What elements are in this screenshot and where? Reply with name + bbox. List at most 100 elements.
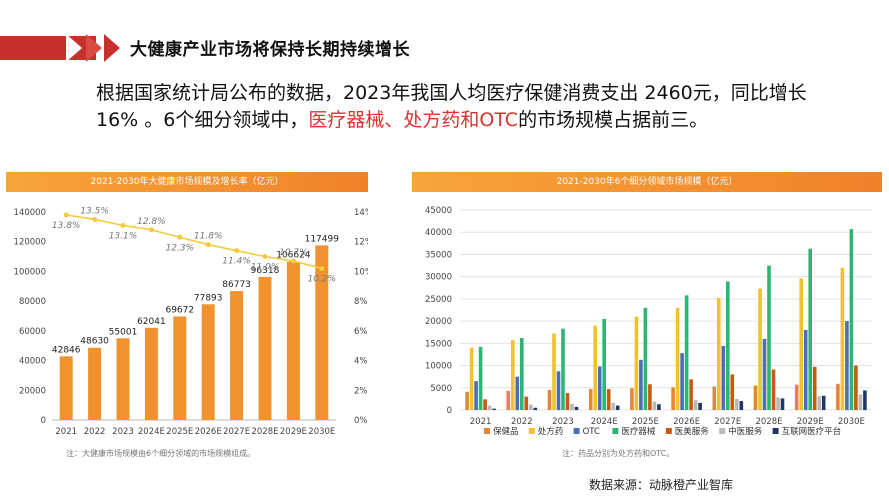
- legend-swatch: [719, 428, 726, 434]
- bar-value-label: 55001: [109, 327, 138, 337]
- bar: [799, 278, 803, 410]
- x-tick-label: 2026E: [673, 417, 700, 427]
- y2-tick-label: 4%: [354, 357, 368, 367]
- x-tick-label: 2022: [84, 427, 106, 437]
- bar: [858, 394, 863, 410]
- lead-text: 根据国家统计局公布的数据，2023年我国人均医疗保健消费支出 2460元，同比增…: [96, 82, 807, 131]
- growth-rate-point: [148, 227, 154, 233]
- bar: [639, 359, 643, 410]
- bar: [730, 374, 735, 410]
- growth-rate-point: [262, 254, 268, 260]
- right-chart-title: 2021-2030年6个细分领域市场规模（亿元）: [412, 172, 882, 192]
- bar: [173, 316, 187, 420]
- bar: [817, 396, 821, 410]
- legend-swatch: [484, 428, 490, 434]
- chevron-right-icon: [66, 34, 82, 62]
- bar: [652, 401, 657, 410]
- segment-size-chart: 0 5000 10000 15000 20000 25000 30000 35000 40000…: [425, 206, 872, 437]
- bar: [515, 376, 520, 410]
- y-tick-label: 35000: [425, 250, 452, 260]
- bar: [762, 338, 767, 410]
- legend-label: 中医服务: [728, 426, 763, 437]
- bar: [758, 288, 762, 410]
- page-title: 大健康产业市场将保持长期持续增长: [130, 40, 410, 60]
- growth-rate-label: 12.8%: [137, 217, 166, 227]
- growth-rate-point: [177, 234, 183, 240]
- bar: [588, 389, 593, 410]
- y-tick-label: 80000: [19, 297, 46, 307]
- section-header: 大健康产业市场将保持长期持续增长: [0, 28, 889, 68]
- bar: [808, 248, 812, 410]
- bar: [201, 304, 215, 420]
- bar: [753, 385, 758, 410]
- growth-rate-point: [120, 222, 126, 228]
- bar: [849, 229, 854, 410]
- growth-rate-label: 11.8%: [194, 232, 223, 242]
- bar: [794, 384, 799, 410]
- bar: [520, 338, 524, 410]
- bar: [570, 403, 574, 410]
- growth-rate-label: 13.1%: [109, 231, 138, 241]
- bar: [693, 400, 698, 410]
- bar: [671, 387, 675, 410]
- legend-swatch: [528, 428, 535, 434]
- bar: [634, 316, 639, 410]
- growth-rate-point: [92, 216, 98, 222]
- y-tick-label: 25000: [425, 295, 452, 305]
- legend-label: 医疗器械: [621, 426, 656, 437]
- legend-swatch: [612, 428, 619, 434]
- y2-tick-label: 0%: [354, 416, 368, 426]
- growth-rate-label: 10.2%: [308, 274, 337, 284]
- legend-swatch: [665, 428, 672, 434]
- bar: [561, 328, 565, 410]
- bar-value-label: 86773: [222, 280, 251, 290]
- bar: [487, 405, 492, 410]
- bar-value-label: 69672: [165, 305, 194, 315]
- y2-tick-label: 14%: [354, 208, 368, 218]
- bar: [506, 390, 511, 410]
- y-tick-label: 120000: [14, 238, 46, 248]
- data-source: 数据来源：动脉橙产业智库: [589, 478, 734, 492]
- y-tick-label: 60000: [19, 327, 46, 337]
- growth-rate-point: [319, 265, 325, 271]
- bar: [771, 369, 776, 410]
- bar: [529, 404, 533, 410]
- x-tick-label: 2028E: [755, 417, 782, 427]
- y-tick-label: 40000: [425, 228, 452, 238]
- x-tick-label: 2025E: [166, 427, 193, 437]
- legend-label: 互联网医疗平台: [782, 426, 842, 437]
- left-chart-panel: 2021-2030年大健康市场规模及增长率（亿元） 0 20000 40000 600…: [6, 172, 368, 462]
- x-tick-label: 2022: [511, 417, 533, 427]
- bar: [821, 395, 826, 410]
- bar: [478, 346, 483, 410]
- bar: [721, 346, 726, 410]
- x-tick-label: 2029E: [797, 417, 824, 427]
- y2-tick-label: 6%: [354, 327, 368, 337]
- bar: [492, 408, 496, 410]
- legend-label: OTC: [583, 427, 600, 437]
- bar: [840, 267, 845, 410]
- bar-value-label: 48630: [80, 337, 109, 347]
- bar: [533, 407, 538, 410]
- bar: [684, 295, 689, 410]
- legend-label: 处方药: [538, 426, 564, 437]
- y-tick-label: 45000: [425, 206, 452, 216]
- bar: [469, 347, 474, 410]
- bar: [511, 340, 515, 410]
- right-chart-note: 注：药品分别为处方药和OTC。: [562, 449, 675, 458]
- y-tick-label: 20000: [425, 317, 452, 327]
- bar: [726, 281, 730, 410]
- x-tick-label: 2024E: [138, 427, 165, 437]
- bar: [315, 245, 329, 420]
- growth-rate-point: [205, 242, 211, 248]
- y-tick-label: 20000: [19, 386, 46, 396]
- bar: [593, 325, 597, 410]
- right-chart-panel: 2021-2030年6个细分领域市场规模（亿元） 0 5000 10000 15000…: [412, 172, 882, 462]
- bar: [739, 401, 744, 410]
- growth-rate-point: [290, 258, 296, 264]
- y-tick-label: 15000: [425, 339, 452, 349]
- bar: [657, 404, 661, 410]
- bar-value-label: 77893: [194, 293, 223, 303]
- bar: [606, 389, 611, 410]
- bar-value-label: 106624: [276, 251, 311, 261]
